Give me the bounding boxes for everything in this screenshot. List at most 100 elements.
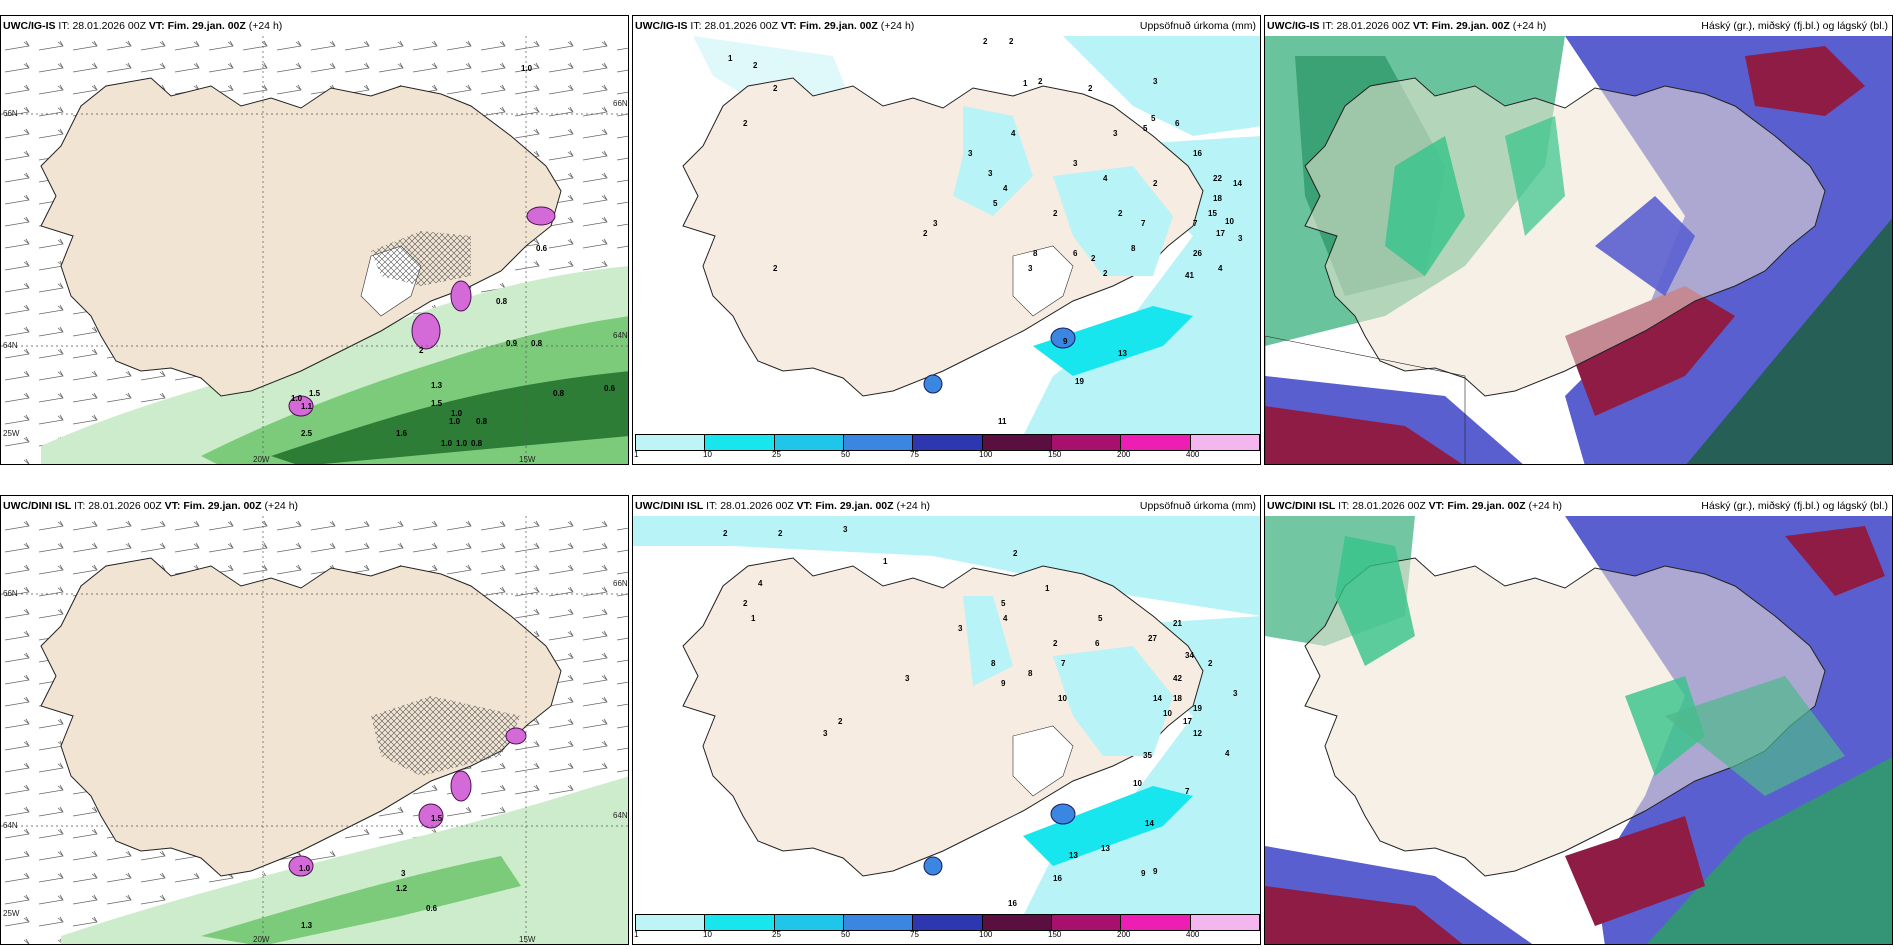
colorbar-tick: 150 bbox=[1048, 450, 1062, 459]
precip-value: 2 bbox=[1208, 659, 1213, 668]
precip-value: 10 bbox=[1058, 694, 1067, 703]
panel-header: UWC/IG-IS IT: 28.01.2026 00Z VT: Fim. 29… bbox=[3, 20, 282, 32]
vt-label: VT: bbox=[164, 500, 181, 512]
precip-value: 1.5 bbox=[309, 389, 321, 398]
vt-label: VT: bbox=[1412, 20, 1429, 32]
vt-value: Fim. 29.jan. 00Z bbox=[815, 500, 894, 512]
lon-label: 15W bbox=[519, 935, 536, 944]
precip-value: 1.0 bbox=[449, 417, 461, 426]
precip-value: 2 bbox=[983, 37, 988, 46]
precip-value: 13 bbox=[1118, 349, 1127, 358]
precip-value: 0.8 bbox=[553, 389, 565, 398]
precip-value: 1.0 bbox=[521, 64, 533, 73]
vt-value: Fim. 29.jan. 00Z bbox=[167, 20, 246, 32]
precip-value: 18 bbox=[1173, 694, 1182, 703]
precip-value: 2 bbox=[1013, 549, 1018, 558]
lat-label-right: 64N bbox=[613, 811, 628, 820]
precip-value: 0.6 bbox=[426, 904, 438, 913]
colorbar-tick: 100 bbox=[979, 930, 993, 939]
precip-value: 3 bbox=[933, 219, 938, 228]
precip-value: 1.0 bbox=[441, 439, 453, 448]
lat-label-right: 66N bbox=[613, 99, 628, 108]
precip-value: 19 bbox=[1193, 704, 1202, 713]
precip-value: 14 bbox=[1145, 819, 1154, 828]
precip-value: 3 bbox=[988, 169, 993, 178]
precip-value-labels: 0.6 1.2 1.5 3 1.0 1.3 bbox=[299, 814, 443, 930]
cloud-cover-panel-ig: UWC/IG-IS IT: 28.01.2026 00Z VT: Fim. 29… bbox=[1264, 15, 1893, 465]
colorbar-segment bbox=[636, 915, 706, 930]
precip-value: 0.8 bbox=[476, 417, 488, 426]
precip-value: 1.1 bbox=[301, 402, 313, 411]
colorbar-segment bbox=[843, 435, 914, 450]
colorbar-segment bbox=[1051, 435, 1122, 450]
precip-value: 1.5 bbox=[431, 814, 443, 823]
precip-value: 16 bbox=[1008, 899, 1017, 908]
precip-value: 10 bbox=[1163, 709, 1172, 718]
lon-label: 20W bbox=[253, 455, 270, 464]
precip-value: 9 bbox=[1153, 867, 1158, 876]
lon-label: 15W bbox=[519, 455, 536, 464]
precip-value: 7 bbox=[1061, 659, 1066, 668]
wind-precip-panel-dini: UWC/DINI ISL IT: 28.01.2026 00Z VT: Fim.… bbox=[0, 495, 629, 945]
precip-value: 5 bbox=[1001, 599, 1006, 608]
precip-value-labels: 1.0 0.8 1.5 1.3 2.5 1.0 0.8 0.6 0.8 0.9 … bbox=[291, 64, 616, 448]
precip-colorbar: 1 10 25 50 75 100 150 200 400 bbox=[633, 914, 1260, 940]
precip-value: 6 bbox=[1175, 119, 1180, 128]
precip-value: 15 bbox=[1208, 209, 1217, 218]
precip-value: 4 bbox=[1011, 129, 1016, 138]
precip-value: 21 bbox=[1173, 619, 1182, 628]
precip-value: 2 bbox=[753, 61, 758, 70]
accumulated-precip-panel-dini: UWC/DINI ISL IT: 28.01.2026 00Z VT: Fim.… bbox=[632, 495, 1261, 945]
colorbar-tick: 10 bbox=[703, 450, 712, 459]
precip-value: 1.0 bbox=[451, 409, 463, 418]
lead-time: (+24 h) bbox=[1512, 20, 1547, 32]
precip-value: 4 bbox=[758, 579, 763, 588]
colorbar-tick: 100 bbox=[979, 450, 993, 459]
precip-value: 1.0 bbox=[456, 439, 468, 448]
precip-value: 5 bbox=[1143, 124, 1148, 133]
precip-value: 3 bbox=[958, 624, 963, 633]
precip-value: 4 bbox=[1103, 174, 1108, 183]
precip-value: 2 bbox=[1053, 639, 1058, 648]
lead-time: (+24 h) bbox=[1528, 500, 1563, 512]
precip-value: 13 bbox=[1069, 851, 1078, 860]
precip-value: 2 bbox=[778, 529, 783, 538]
colorbar-segment bbox=[1121, 435, 1191, 450]
precip-value: 4 bbox=[1003, 184, 1008, 193]
colorbar-tick: 75 bbox=[910, 930, 919, 939]
colorbar-segment bbox=[1190, 435, 1259, 450]
precip-value: 41 bbox=[1185, 271, 1194, 280]
precip-value: 0.6 bbox=[536, 244, 548, 253]
lat-label-right: 64N bbox=[613, 331, 628, 340]
precip-value: 4 bbox=[1003, 614, 1008, 623]
wind-map: 66N 64N 25W 20W 15W 66N 64N 0.6 1.2 1.5 … bbox=[1, 516, 628, 944]
vt-value: Fim. 29.jan. 00Z bbox=[799, 20, 878, 32]
panel-header: UWC/DINI ISL IT: 28.01.2026 00Z VT: Fim.… bbox=[635, 500, 930, 512]
colorbar-segment bbox=[774, 915, 844, 930]
precip-value: 2 bbox=[743, 599, 748, 608]
precip-value: 1 bbox=[1045, 584, 1050, 593]
precip-value: 3 bbox=[968, 149, 973, 158]
it-label: IT: bbox=[74, 500, 86, 512]
precip-value-labels: 1 2 2 2 2 2 3 3 4 4 5 2 3 2 8 2 2 3 4 2 … bbox=[728, 37, 1243, 426]
precip-value: 1.2 bbox=[396, 884, 408, 893]
precip-value: 26 bbox=[1193, 249, 1202, 258]
precip-value: 8 bbox=[991, 659, 996, 668]
panel-title: Uppsöfnuð úrkoma (mm) bbox=[1139, 20, 1256, 32]
lead-time: (+24 h) bbox=[896, 500, 931, 512]
precip-value: 3 bbox=[1233, 689, 1238, 698]
panel-header: UWC/IG-IS IT: 28.01.2026 00Z VT: Fim. 29… bbox=[1267, 20, 1546, 32]
it-value: 28.01.2026 00Z bbox=[1352, 500, 1426, 512]
colorbar-segment bbox=[843, 915, 914, 930]
precip-value: 3 bbox=[1073, 159, 1078, 168]
colorbar-segment bbox=[1051, 915, 1122, 930]
it-value: 28.01.2026 00Z bbox=[88, 500, 162, 512]
lon-label: 25W bbox=[3, 909, 20, 918]
precip-value: 2.5 bbox=[301, 429, 313, 438]
precip-value: 2 bbox=[1118, 209, 1123, 218]
colorbar-segment bbox=[913, 435, 983, 450]
wind-map: 66N 64N 25W 20W 15W 66N 64N 1.0 0.8 1.5 … bbox=[1, 36, 628, 464]
precip-value: 6 bbox=[1095, 639, 1100, 648]
precip-value: 1 bbox=[728, 54, 733, 63]
accumulated-precip-panel-ig: UWC/IG-IS IT: 28.01.2026 00Z VT: Fim. 29… bbox=[632, 15, 1261, 465]
